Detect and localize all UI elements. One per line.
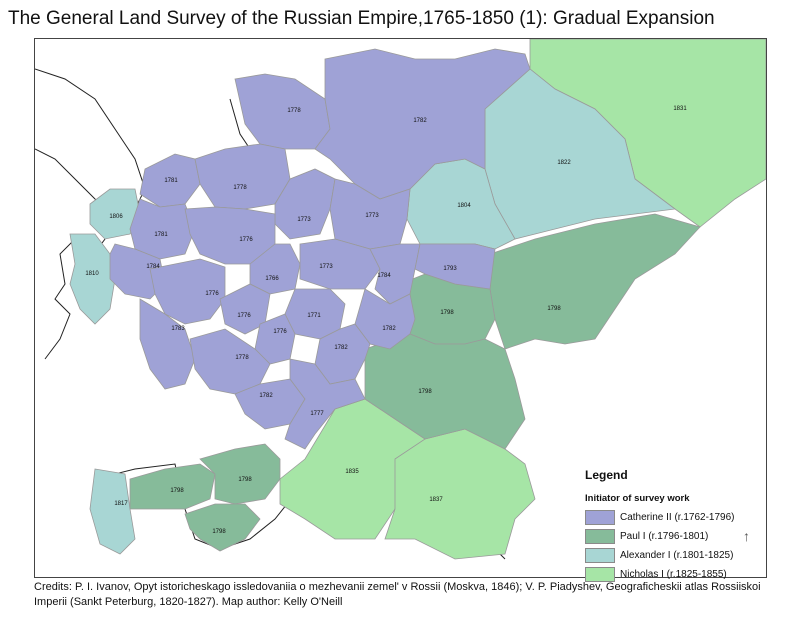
- region-1798-sw-a[interactable]: [129, 463, 216, 510]
- legend-item-alexander: Alexander I (r.1801-1825): [585, 546, 763, 565]
- label-1778-c: 1778: [235, 355, 249, 361]
- label-1793: 1793: [443, 266, 457, 272]
- region-1784-a[interactable]: [109, 243, 166, 300]
- label-1776-a: 1776: [239, 237, 253, 243]
- map-title: The General Land Survey of the Russian E…: [8, 8, 715, 29]
- credits-text: Credits: P. I. Ivanov, Opyt istoricheska…: [34, 581, 761, 608]
- legend-label: Nicholas I (r.1825-1855): [620, 569, 727, 580]
- label-1771: 1771: [307, 313, 321, 319]
- region-1782-north[interactable]: [314, 48, 531, 200]
- region-1778-b[interactable]: [194, 143, 291, 210]
- region-1783[interactable]: [139, 298, 196, 390]
- region-1773-c[interactable]: [299, 238, 381, 290]
- region-1781-b[interactable]: [129, 198, 196, 260]
- label-1776-b: 1776: [205, 291, 219, 297]
- map-frame[interactable]: 1778 1782 1781 1778 1773 1773 1781 1776 …: [34, 38, 767, 578]
- label-1782-c: 1782: [334, 345, 348, 351]
- label-1837: 1837: [429, 497, 443, 503]
- legend-swatch: [585, 510, 615, 525]
- legend: Legend Initiator of survey work Catherin…: [585, 468, 763, 584]
- label-1798-crimea: 1798: [212, 529, 226, 535]
- label-1831: 1831: [673, 106, 687, 112]
- north-arrow-icon: ↑: [743, 528, 750, 544]
- legend-title: Legend: [585, 468, 628, 482]
- label-1773-b: 1773: [365, 213, 379, 219]
- label-1798-mid: 1798: [440, 310, 454, 316]
- label-1835: 1835: [345, 469, 359, 475]
- legend-swatch: [585, 529, 615, 544]
- label-1783: 1783: [171, 326, 185, 332]
- region-labels: 1778 1782 1781 1778 1773 1773 1781 1776 …: [85, 106, 687, 535]
- label-1778-north: 1778: [287, 108, 301, 114]
- legend-swatch: [585, 548, 615, 563]
- label-1781-a: 1781: [164, 178, 178, 184]
- label-1804: 1804: [457, 203, 471, 209]
- legend-item-catherine: Catherine II (r.1762-1796): [585, 508, 763, 527]
- region-1776-b[interactable]: [149, 258, 226, 325]
- region-1798-crimea[interactable]: [184, 503, 261, 552]
- region-1781-a[interactable]: [139, 153, 201, 208]
- region-1778-north[interactable]: [234, 73, 331, 150]
- region-1798-sw-b[interactable]: [199, 443, 281, 505]
- legend-label: Catherine II (r.1762-1796): [620, 512, 735, 523]
- legend-item-nicholas: Nicholas I (r.1825-1855): [585, 565, 763, 584]
- region-1810[interactable]: [69, 233, 116, 325]
- region-1798-east[interactable]: [489, 213, 701, 350]
- region-1817[interactable]: [89, 468, 136, 555]
- label-1798-sw-a: 1798: [170, 488, 184, 494]
- label-1784-a: 1784: [146, 264, 160, 270]
- label-1776-d: 1776: [273, 329, 287, 335]
- label-1810: 1810: [85, 271, 99, 277]
- label-1798-south: 1798: [418, 389, 432, 395]
- label-1798-east: 1798: [547, 306, 561, 312]
- legend-label: Paul I (r.1796-1801): [620, 531, 709, 542]
- label-1773-a: 1773: [297, 217, 311, 223]
- legend-item-paul: Paul I (r.1796-1801): [585, 527, 763, 546]
- label-1766: 1766: [265, 276, 279, 282]
- label-1806: 1806: [109, 214, 123, 220]
- label-1782-d: 1782: [259, 393, 273, 399]
- region-1793[interactable]: [414, 243, 496, 290]
- label-1778-b: 1778: [233, 185, 247, 191]
- label-1782-north: 1782: [413, 118, 427, 124]
- black-sea-coast: [94, 463, 296, 550]
- label-1777: 1777: [310, 411, 324, 417]
- region-1777[interactable]: [284, 358, 366, 450]
- legend-swatch: [585, 567, 615, 582]
- region-1798-south[interactable]: [364, 333, 526, 450]
- label-1782-east: 1782: [382, 326, 396, 332]
- label-1781-b: 1781: [154, 232, 168, 238]
- label-1784-b: 1784: [377, 273, 391, 279]
- region-1773-b[interactable]: [329, 178, 411, 250]
- label-1776-c: 1776: [237, 313, 251, 319]
- label-1773-c: 1773: [319, 264, 333, 270]
- legend-subtitle: Initiator of survey work: [585, 493, 690, 504]
- legend-label: Alexander I (r.1801-1825): [620, 550, 734, 561]
- label-1798-sw-b: 1798: [238, 477, 252, 483]
- label-1817: 1817: [114, 501, 128, 507]
- label-1822: 1822: [557, 160, 571, 166]
- map-canvas: 1778 1782 1781 1778 1773 1773 1781 1776 …: [35, 39, 766, 560]
